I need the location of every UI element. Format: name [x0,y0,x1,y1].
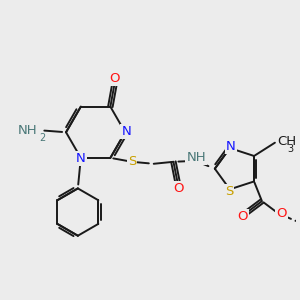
Text: CH: CH [278,135,297,148]
Text: NH: NH [18,124,38,137]
Text: 3: 3 [288,144,294,154]
Text: S: S [225,185,233,198]
Text: O: O [109,72,120,85]
Text: O: O [237,210,247,224]
Text: 2: 2 [39,133,46,143]
Text: O: O [276,208,287,220]
Text: S: S [128,155,136,168]
Text: O: O [173,182,184,195]
Text: NH: NH [186,152,206,164]
Text: N: N [226,140,236,153]
Text: N: N [121,125,131,138]
Text: N: N [76,152,86,165]
